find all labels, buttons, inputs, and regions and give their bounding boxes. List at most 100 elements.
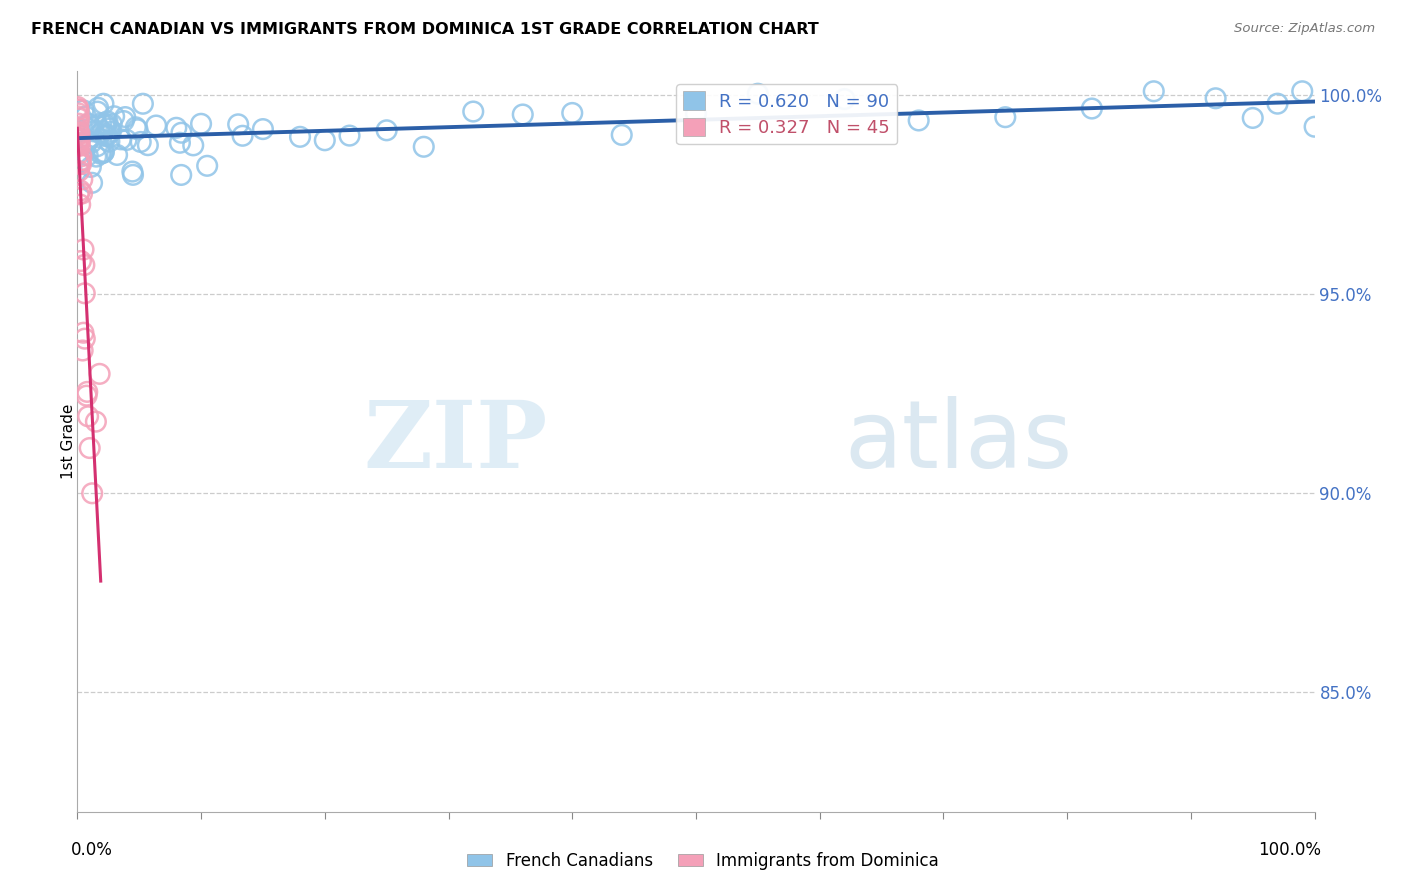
Point xyxy=(232,128,254,143)
Point xyxy=(66,136,89,151)
Point xyxy=(1081,102,1104,116)
Point xyxy=(90,116,112,130)
Point xyxy=(100,117,122,131)
Point xyxy=(76,134,98,148)
Point xyxy=(72,243,94,257)
Point xyxy=(89,127,111,141)
Point xyxy=(67,103,90,117)
Point xyxy=(80,176,103,190)
Point xyxy=(69,153,91,168)
Point xyxy=(190,117,212,131)
Point xyxy=(69,154,91,169)
Point xyxy=(169,136,191,150)
Text: ZIP: ZIP xyxy=(363,397,547,486)
Point xyxy=(82,486,104,500)
Text: 100.0%: 100.0% xyxy=(1258,841,1320,859)
Point xyxy=(314,133,336,147)
Point xyxy=(747,87,769,101)
Point xyxy=(115,133,138,147)
Point xyxy=(69,132,91,146)
Point xyxy=(69,184,91,198)
Point xyxy=(66,121,89,136)
Point xyxy=(72,103,94,118)
Point xyxy=(226,117,249,131)
Legend: R = 0.620   N = 90, R = 0.327   N = 45: R = 0.620 N = 90, R = 0.327 N = 45 xyxy=(676,84,897,145)
Point xyxy=(86,119,108,133)
Point xyxy=(907,113,929,128)
Point xyxy=(105,148,128,162)
Point xyxy=(66,129,89,144)
Point xyxy=(165,120,187,135)
Point xyxy=(1143,84,1166,98)
Point xyxy=(375,123,398,137)
Point xyxy=(70,254,93,268)
Point xyxy=(75,110,97,124)
Point xyxy=(80,136,103,150)
Point xyxy=(69,138,91,153)
Point xyxy=(136,138,159,153)
Point xyxy=(67,136,90,150)
Point xyxy=(685,106,707,120)
Point xyxy=(70,149,93,163)
Point xyxy=(93,96,115,111)
Point xyxy=(67,147,90,161)
Point xyxy=(73,332,96,346)
Point xyxy=(69,157,91,171)
Point xyxy=(127,122,149,136)
Point xyxy=(170,168,193,182)
Point xyxy=(67,106,90,120)
Point xyxy=(610,128,633,142)
Point xyxy=(69,197,91,211)
Point xyxy=(512,107,534,121)
Point xyxy=(114,110,136,124)
Text: 0.0%: 0.0% xyxy=(72,841,112,859)
Point xyxy=(80,160,103,174)
Point xyxy=(67,112,90,126)
Point xyxy=(83,124,105,138)
Point xyxy=(72,326,94,340)
Point xyxy=(66,133,89,147)
Point xyxy=(994,110,1017,124)
Point xyxy=(93,145,115,159)
Point xyxy=(67,136,90,150)
Point xyxy=(72,172,94,186)
Point xyxy=(1291,84,1313,98)
Point xyxy=(66,124,89,138)
Point xyxy=(1303,120,1326,134)
Point xyxy=(67,132,90,146)
Point xyxy=(72,343,94,358)
Point xyxy=(100,125,122,139)
Point xyxy=(67,117,90,131)
Point xyxy=(77,409,100,424)
Point xyxy=(288,129,311,144)
Point xyxy=(67,103,90,117)
Point xyxy=(561,106,583,120)
Point xyxy=(170,126,193,140)
Point xyxy=(70,157,93,171)
Point xyxy=(86,104,108,119)
Point xyxy=(96,128,118,143)
Point xyxy=(96,117,118,131)
Point xyxy=(93,118,115,132)
Text: atlas: atlas xyxy=(845,395,1073,488)
Point xyxy=(1241,111,1264,125)
Point xyxy=(69,124,91,138)
Y-axis label: 1st Grade: 1st Grade xyxy=(62,404,76,479)
Point xyxy=(96,114,118,128)
Point xyxy=(125,120,148,135)
Point xyxy=(69,133,91,147)
Point xyxy=(122,168,145,182)
Point xyxy=(67,126,90,140)
Point xyxy=(98,135,121,149)
Point xyxy=(1267,96,1289,111)
Text: FRENCH CANADIAN VS IMMIGRANTS FROM DOMINICA 1ST GRADE CORRELATION CHART: FRENCH CANADIAN VS IMMIGRANTS FROM DOMIN… xyxy=(31,22,818,37)
Point xyxy=(76,389,98,403)
Point xyxy=(84,150,107,164)
Point xyxy=(132,96,155,111)
Point xyxy=(463,104,485,119)
Point xyxy=(112,114,135,128)
Point xyxy=(90,146,112,161)
Point xyxy=(77,117,100,131)
Point xyxy=(87,101,110,115)
Point xyxy=(67,137,90,152)
